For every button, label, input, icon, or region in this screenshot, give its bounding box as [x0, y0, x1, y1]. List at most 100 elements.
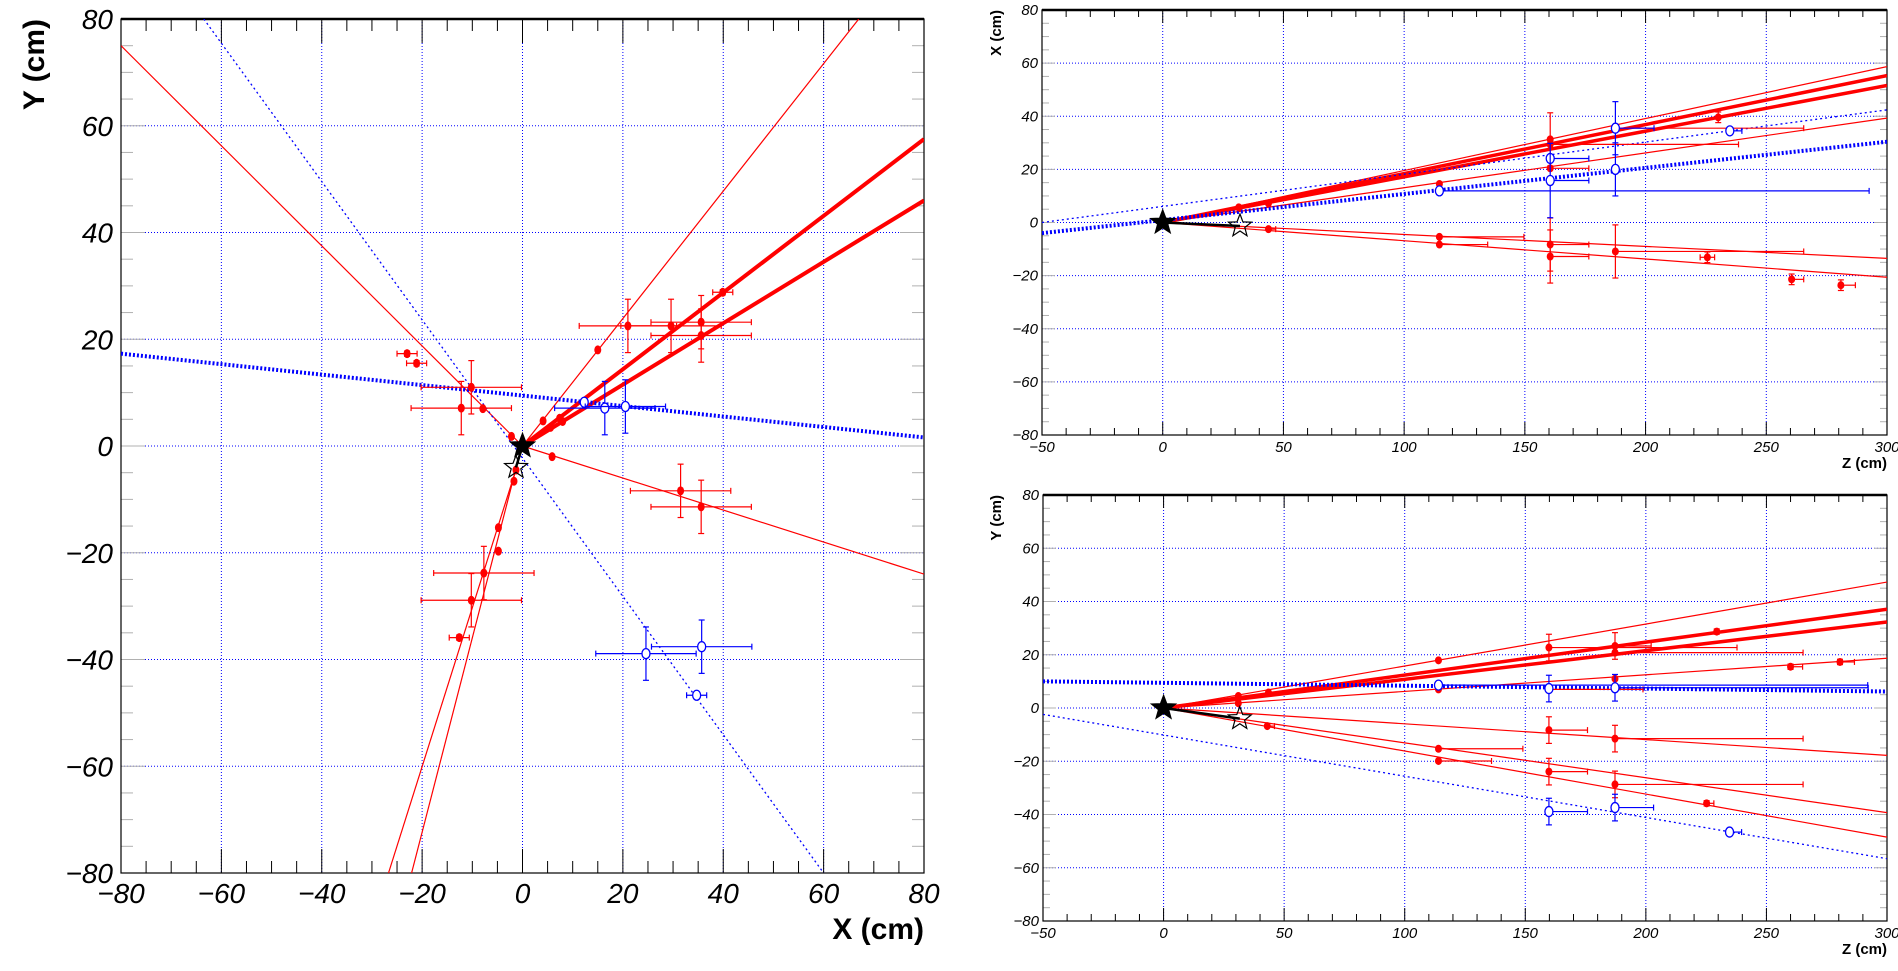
hit-point-red — [507, 431, 515, 441]
track-line-blue-thick-dotted — [121, 351, 924, 440]
open-circle-marker — [579, 396, 589, 408]
filled-circle-marker — [1435, 232, 1443, 241]
filled-circle-marker — [1714, 113, 1722, 122]
xy-view-panel: −80 −60 −40 −20 0 20 40 60 80 −80 −60 −40 −20 0 20 40 60… — [18, 4, 940, 946]
hit-point-red — [1836, 657, 1856, 666]
hit-point-red — [433, 545, 535, 601]
track-line-red-thick — [1163, 620, 1887, 710]
x-tick-label: 150 — [1513, 925, 1539, 942]
zx-view-panel: −50 0 50 100 150 200 250 300 −80 −60 −40 −20 0 20 40 60… — [988, 2, 1898, 472]
open-circle-marker — [1434, 185, 1445, 197]
y-tick-label: 60 — [1021, 55, 1038, 72]
track-line-blue-thick-dotted — [1043, 679, 1887, 694]
filled-circle-marker — [1713, 627, 1721, 636]
filled-circle-marker — [1264, 199, 1272, 208]
track-line-red-thin — [1162, 221, 1887, 278]
filled-circle-marker — [1434, 756, 1442, 765]
hit-point-red — [1787, 662, 1804, 671]
x-axis-title: Z (cm) — [1842, 941, 1887, 958]
open-circle-marker — [1610, 801, 1620, 814]
x-tick-label: 20 — [606, 878, 639, 909]
y-tick-label: −80 — [1013, 427, 1039, 444]
track-line-red-thin — [121, 45, 523, 447]
hit-point-red — [1264, 199, 1272, 208]
hit-point-red — [629, 463, 732, 519]
y-tick-label: 60 — [82, 111, 114, 142]
primary-vertex-filled-star-icon — [1149, 693, 1178, 720]
filled-circle-marker — [1545, 643, 1553, 652]
x-tick-label: 0 — [1159, 439, 1168, 456]
hit-point-blue — [1545, 142, 1590, 219]
hit-point-blue — [1610, 142, 1621, 197]
hit-point-red — [410, 380, 513, 436]
filled-circle-marker — [1611, 734, 1619, 743]
data-layer — [1043, 581, 1887, 860]
track-line-red-thin — [1163, 707, 1887, 756]
filled-circle-marker — [1837, 281, 1845, 290]
primary-vertex-filled-star-icon — [508, 431, 537, 458]
open-circle-marker — [1724, 826, 1735, 838]
y-tick-label: 40 — [1022, 594, 1039, 611]
hit-point-red — [1546, 140, 1740, 149]
hit-point-red — [1546, 217, 1590, 272]
hit-point-red — [539, 416, 547, 426]
y-tick-label: 0 — [1031, 700, 1040, 717]
x-axis-title: X (cm) — [832, 913, 924, 946]
filled-circle-marker — [457, 403, 465, 413]
y-tick-label: −40 — [66, 645, 114, 676]
y-tick-label: 40 — [1021, 108, 1038, 125]
open-circle-marker — [1544, 682, 1554, 695]
x-axis-title: Z (cm) — [1842, 455, 1887, 472]
filled-circle-marker — [1263, 722, 1271, 731]
hit-point-red — [1837, 279, 1856, 292]
filled-circle-marker — [413, 358, 421, 368]
hit-point-red — [1434, 756, 1493, 765]
filled-circle-marker — [1434, 744, 1442, 753]
vertex-link-line — [1163, 706, 1240, 720]
x-tick-label: −20 — [398, 878, 446, 909]
filled-circle-marker — [667, 321, 675, 331]
hit-point-red — [405, 358, 428, 368]
y-tick-label: 40 — [82, 218, 114, 249]
hit-point-red — [1788, 273, 1805, 286]
hit-point-red — [396, 349, 418, 359]
x-tick-label: 80 — [908, 878, 940, 909]
filled-circle-marker — [494, 546, 502, 556]
y-axis-title: Y (cm) — [988, 495, 1005, 541]
x-tick-label: −50 — [1030, 925, 1056, 942]
hit-point-blue — [595, 626, 697, 681]
y-tick-label: 80 — [1021, 2, 1038, 19]
track-line-red-thin — [1163, 707, 1887, 814]
filled-circle-marker — [1545, 726, 1553, 735]
filled-circle-marker — [494, 523, 502, 533]
hit-point-red — [512, 465, 520, 475]
track-line-red-thin — [1162, 117, 1887, 224]
filled-circle-marker — [697, 502, 705, 512]
track-line-red-thin — [1162, 221, 1887, 259]
hit-point-red — [559, 416, 567, 426]
hit-point-red — [594, 345, 602, 355]
y-tick-label: −40 — [1013, 321, 1039, 338]
filled-circle-marker — [455, 633, 463, 643]
hit-point-red — [494, 523, 502, 533]
filled-circle-marker — [677, 486, 685, 496]
hit-point-red — [650, 479, 752, 535]
hit-point-red — [448, 633, 470, 643]
y-tick-label: −60 — [1014, 860, 1040, 877]
filled-circle-marker — [1703, 253, 1711, 262]
filled-circle-marker — [1264, 225, 1272, 234]
hit-point-blue — [1434, 185, 1870, 197]
x-tick-label: −80 — [97, 878, 145, 909]
y-tick-label: 80 — [1022, 487, 1039, 504]
track-line-blue-thick-dotted — [1042, 139, 1887, 236]
hit-point-red — [1434, 744, 1524, 753]
hit-point-blue — [584, 379, 667, 434]
filled-circle-marker — [1611, 780, 1619, 789]
hit-point-red — [1611, 648, 1804, 657]
y-tick-label: 0 — [1030, 215, 1039, 232]
filled-circle-marker — [1703, 799, 1711, 808]
open-circle-marker — [641, 647, 651, 660]
filled-circle-marker — [1611, 247, 1619, 256]
filled-circle-marker — [512, 465, 520, 475]
